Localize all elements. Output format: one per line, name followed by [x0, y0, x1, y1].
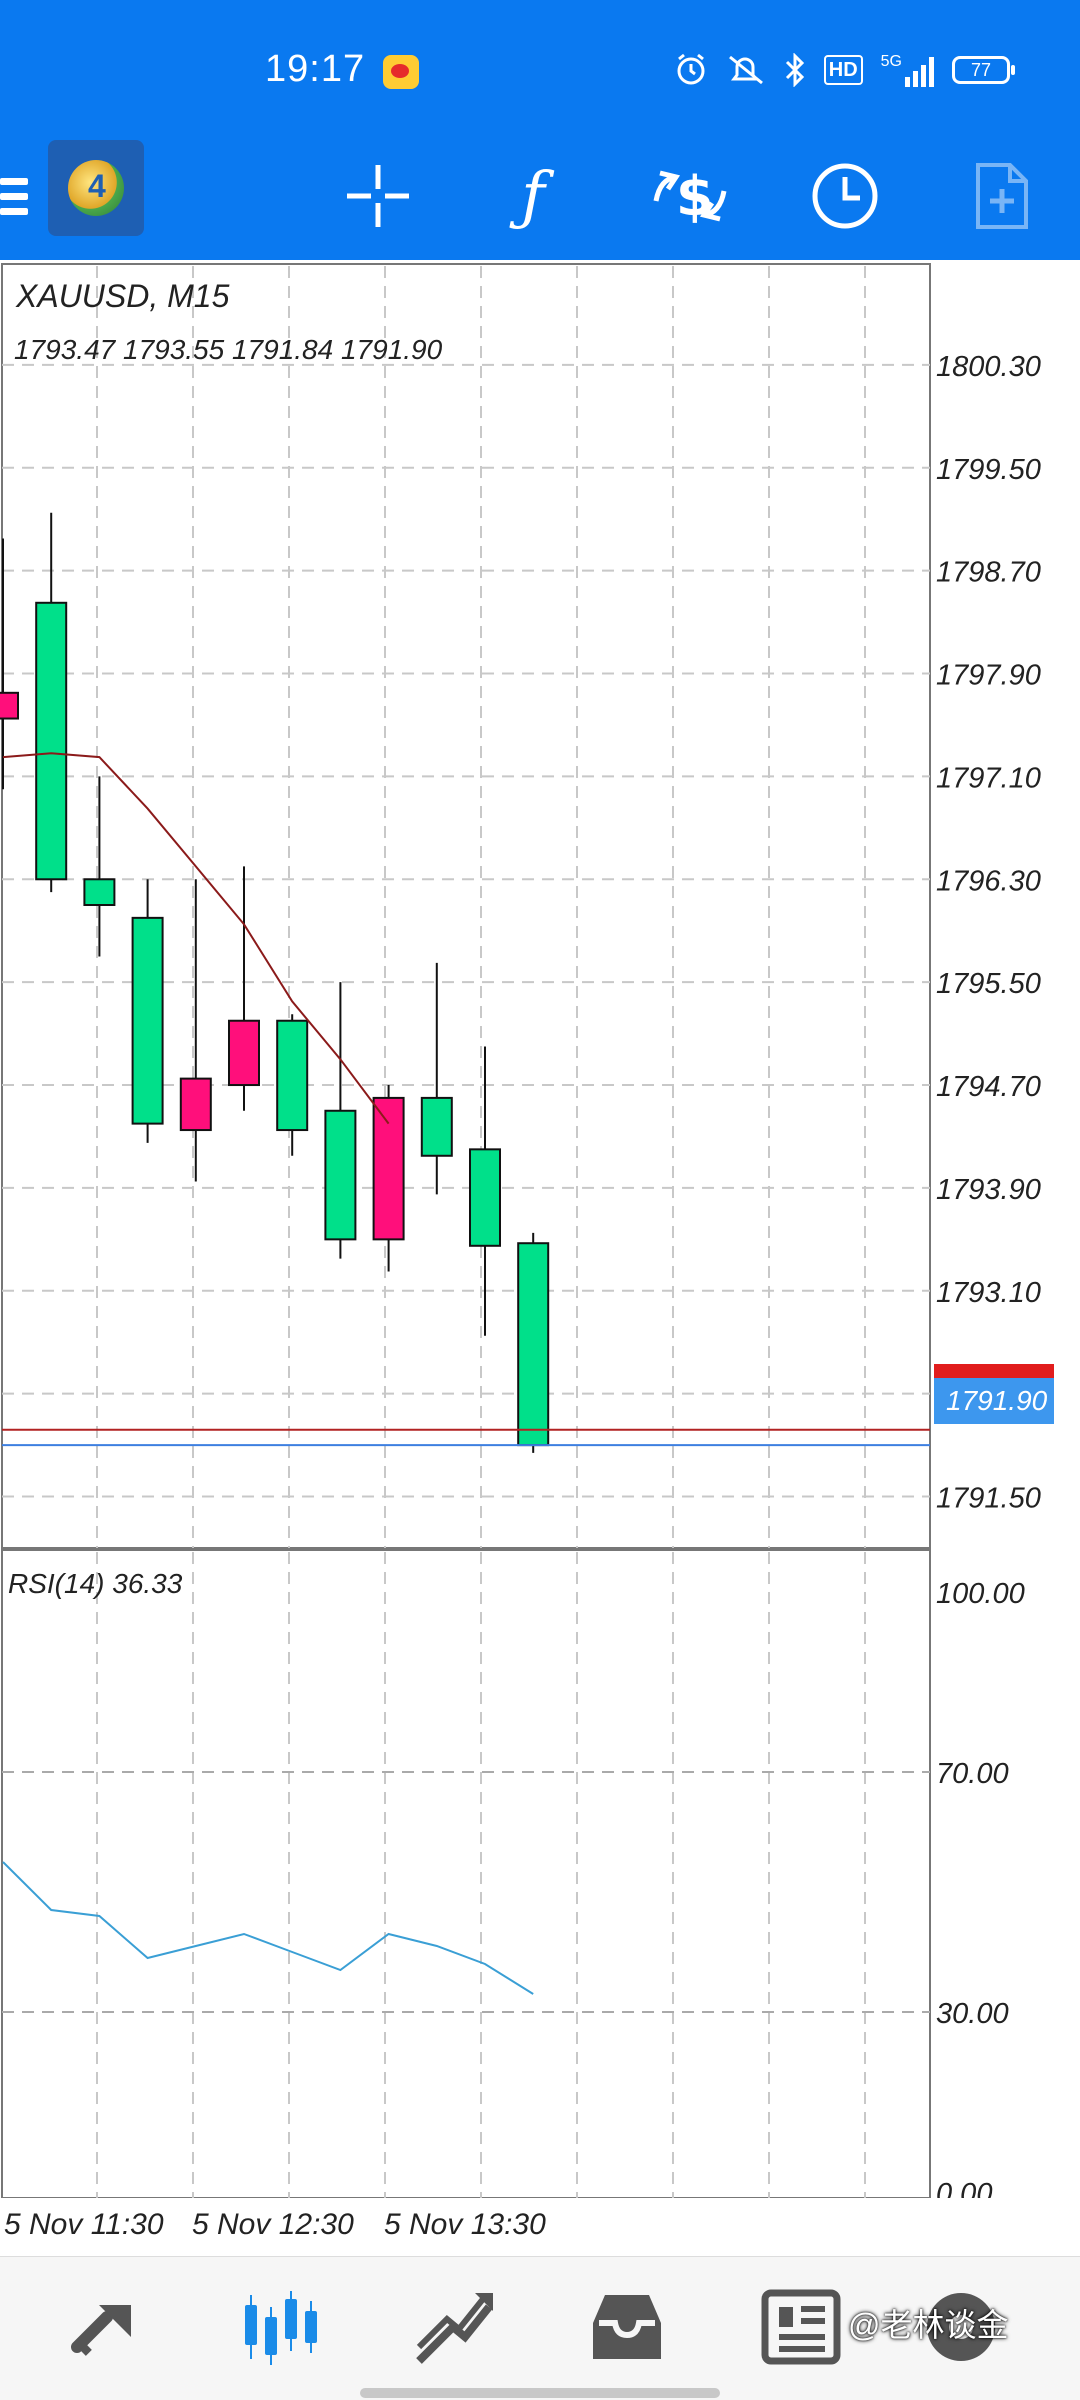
chart-icon[interactable] — [236, 2285, 326, 2369]
rsi-axis-label: 70.00 — [936, 1758, 1009, 1790]
rsi-axis-label: 30.00 — [936, 1998, 1009, 2030]
bid-price-label: 1791.90 — [934, 1378, 1054, 1424]
home-indicator[interactable] — [360, 2388, 720, 2398]
time-label: 5 Nov 11:30 — [4, 2208, 164, 2241]
price-axis-label: 1797.90 — [936, 660, 1041, 692]
rsi-chart-canvas[interactable]: 100.00 70.00 30.00 0.00 — [0, 1548, 1080, 2210]
hd-badge: HD — [823, 55, 863, 85]
candle-body — [420, 1096, 453, 1157]
bottom-navigation — [0, 2256, 1080, 2400]
menu-icon[interactable] — [0, 160, 30, 232]
crosshair-icon[interactable] — [338, 160, 418, 232]
indicators-icon[interactable]: ƒ — [521, 159, 545, 233]
trade-tab-icon[interactable] — [410, 2285, 500, 2369]
current-price-tag: 1791.90 — [934, 1364, 1054, 1424]
new-trade-icon[interactable]: $ — [650, 160, 730, 232]
bluetooth-icon — [785, 53, 804, 87]
price-axis-label: 1793.10 — [936, 1277, 1041, 1309]
symbol-timeframe: XAUUSD, M15 — [16, 278, 230, 314]
price-chart[interactable]: 1800.30 1799.50 1798.70 1797.90 1797.10 1796.… — [0, 262, 1080, 1552]
history-icon[interactable] — [582, 2285, 672, 2369]
candle-body — [131, 916, 164, 1125]
metatrader-logo[interactable] — [48, 140, 144, 236]
alarm-icon — [677, 53, 705, 85]
price-axis-label: 1797.10 — [936, 762, 1041, 794]
moving-average-line — [2, 752, 390, 1125]
weibo-notification-icon — [383, 55, 419, 89]
rsi-indicator-panel[interactable]: 100.00 70.00 30.00 0.00 — [0, 1548, 1080, 2210]
rsi-line — [2, 1861, 534, 1995]
candle-body — [179, 1077, 212, 1132]
status-time: 19:17 — [265, 48, 366, 90]
battery-icon: 77 — [952, 56, 1015, 84]
rsi-label: RSI(14) 36.33 — [8, 1568, 183, 1599]
time-label: 5 Nov 12:30 — [192, 2208, 354, 2241]
rsi-frame — [1, 1549, 931, 2199]
status-bar: 19:17 HD 5G 77 — [0, 0, 1080, 130]
candle-body — [469, 1148, 501, 1247]
price-axis-label: 1795.50 — [936, 968, 1041, 1000]
rsi-axis-label: 0.00 — [936, 2178, 992, 2198]
quotes-icon[interactable] — [62, 2285, 152, 2369]
period-clock-icon[interactable] — [805, 160, 885, 232]
price-axis-label: 1800.30 — [936, 351, 1041, 383]
price-axis-label: 1798.70 — [936, 557, 1041, 589]
candle-body — [83, 878, 116, 907]
candle-body — [372, 1096, 405, 1241]
status-icons: HD 5G 77 — [674, 50, 1015, 90]
news-icon[interactable] — [756, 2285, 846, 2369]
time-axis: 5 Nov 11:30 5 Nov 12:30 5 Nov 13:30 — [0, 2198, 1080, 2258]
settings-icon[interactable] — [916, 2285, 1006, 2369]
rsi-axis-label: 100.00 — [936, 1578, 1025, 1610]
network-type: 5G — [880, 53, 902, 70]
time-label: 5 Nov 13:30 — [384, 2208, 546, 2241]
candle-body — [35, 601, 68, 881]
new-document-icon[interactable] — [962, 160, 1042, 232]
candle-body — [517, 1242, 550, 1447]
candle-body — [324, 1109, 357, 1241]
watermark-text: @老林谈金 — [848, 2307, 1009, 2343]
signal-icon: 5G — [881, 53, 934, 87]
price-axis-label: 1794.70 — [936, 1071, 1041, 1103]
candle-body — [228, 1019, 260, 1087]
price-axis-label: 1796.30 — [936, 865, 1041, 897]
price-axis-label: 1791.50 — [936, 1483, 1041, 1515]
price-axis-label: 1793.90 — [936, 1174, 1041, 1206]
app-toolbar: ƒ $ — [0, 130, 1080, 260]
ask-line-marker — [934, 1364, 1054, 1378]
mute-icon — [728, 55, 763, 85]
chart-frame — [1, 263, 931, 1549]
price-chart-canvas[interactable]: 1800.30 1799.50 1798.70 1797.90 1797.10 1796.… — [0, 262, 1080, 1552]
price-axis-label: 1799.50 — [936, 454, 1041, 486]
candle-body — [0, 691, 19, 720]
ohlc-values: 1793.47 1793.55 1791.84 1791.90 — [14, 334, 443, 365]
candle-body — [276, 1019, 309, 1132]
